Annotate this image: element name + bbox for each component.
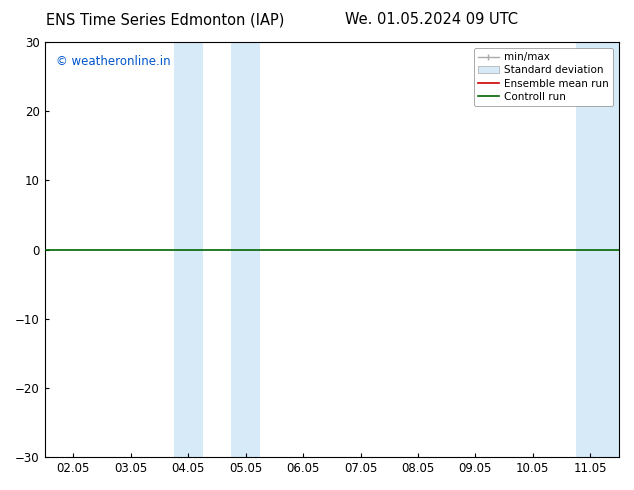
Bar — [576, 42, 605, 457]
Text: We. 01.05.2024 09 UTC: We. 01.05.2024 09 UTC — [345, 12, 517, 27]
Bar — [605, 42, 633, 457]
Legend: min/max, Standard deviation, Ensemble mean run, Controll run: min/max, Standard deviation, Ensemble me… — [474, 48, 612, 106]
Text: © weatheronline.in: © weatheronline.in — [56, 54, 171, 68]
Bar — [231, 42, 260, 457]
Text: ENS Time Series Edmonton (IAP): ENS Time Series Edmonton (IAP) — [46, 12, 284, 27]
Bar — [174, 42, 203, 457]
